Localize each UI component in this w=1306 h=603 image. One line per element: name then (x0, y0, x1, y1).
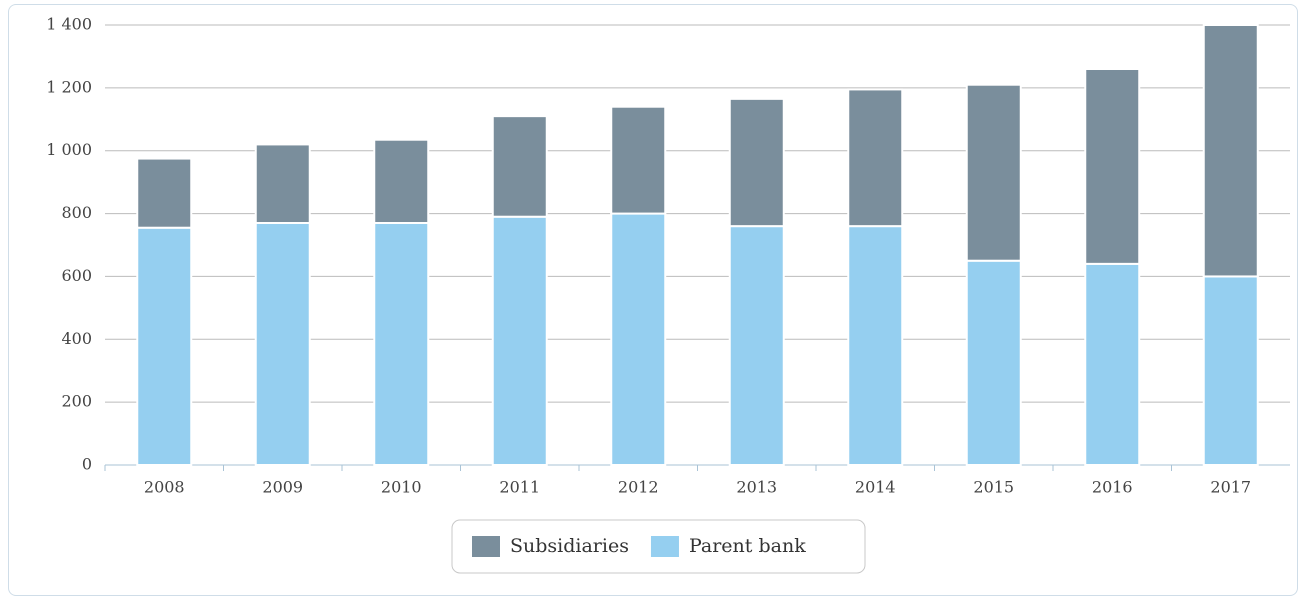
bar-segment (491, 115, 548, 218)
bar-segment (965, 83, 1022, 262)
y-tick-label: 1 000 (46, 140, 92, 159)
bar-segment (136, 226, 193, 466)
legend-swatch (472, 536, 500, 557)
x-tick-label: 2017 (1210, 478, 1251, 497)
bar-segment (1202, 24, 1259, 278)
y-tick-label: 1 200 (46, 77, 92, 96)
y-tick-label: 600 (61, 266, 92, 285)
bar-segment (610, 105, 667, 215)
bar-segment (491, 215, 548, 466)
y-tick-label: 400 (61, 329, 92, 348)
y-tick-label: 800 (61, 203, 92, 222)
legend-label: Parent bank (689, 535, 806, 557)
bar-segment (136, 157, 193, 229)
y-tick-label: 0 (82, 455, 92, 474)
x-tick-label: 2008 (144, 478, 185, 497)
bar-segment (373, 222, 430, 466)
x-tick-label: 2010 (381, 478, 422, 497)
bar-segment (847, 88, 904, 228)
y-tick-label: 200 (61, 392, 92, 411)
bar-segment (1084, 262, 1141, 466)
x-tick-label: 2014 (855, 478, 896, 497)
bar-segment (1202, 275, 1259, 466)
bar-segment (965, 259, 1022, 467)
x-tick-label: 2013 (736, 478, 777, 497)
bar-segment (373, 138, 430, 224)
bar-segment (254, 222, 311, 466)
legend-swatch (650, 536, 679, 557)
chart-frame (8, 4, 1298, 596)
bar-segment (1084, 68, 1141, 265)
x-tick-label: 2011 (499, 478, 540, 497)
bar-segment (728, 97, 785, 228)
x-tick-label: 2009 (262, 478, 303, 497)
bar-segment (847, 225, 904, 466)
y-tick-label: 1 400 (46, 15, 92, 34)
x-tick-label: 2016 (1092, 478, 1133, 497)
bar-segment (610, 212, 667, 466)
legend: Subsidiaries Parent bank (451, 519, 866, 574)
bar-segment (728, 225, 785, 466)
bar-segment (254, 143, 311, 224)
legend-label: Subsidiaries (510, 535, 629, 557)
x-tick-label: 2015 (973, 478, 1014, 497)
x-tick-label: 2012 (618, 478, 659, 497)
